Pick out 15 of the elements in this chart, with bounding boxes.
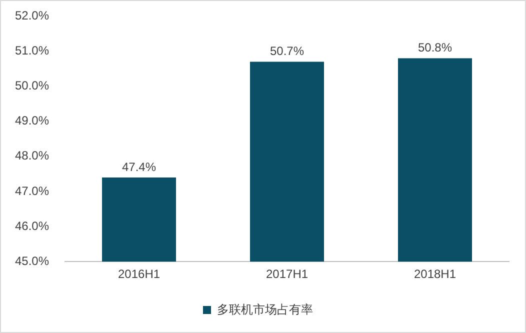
- y-tick-label: 45.0%: [14, 254, 50, 268]
- y-tick-label: 48.0%: [14, 148, 50, 163]
- text: 47.4%: [122, 160, 156, 174]
- y-tick-label: 47.0%: [14, 184, 50, 198]
- x-tick-label: 2016H1: [118, 267, 160, 282]
- y-tick-label: 52.0%: [14, 8, 50, 23]
- text: 50.8%: [418, 40, 452, 55]
- legend-label: 多联机市场占有率: [217, 302, 313, 316]
- x-tick-label: 2018H1: [414, 267, 456, 282]
- y-tick-label: 49.0%: [14, 114, 50, 128]
- text: 50.7%: [270, 44, 304, 58]
- y-tick-label: 46.0%: [14, 218, 50, 233]
- y-tick-label: 51.0%: [14, 44, 50, 58]
- y-tick-label: 50.0%: [14, 78, 50, 93]
- x-tick-label: 2017H1: [266, 267, 308, 282]
